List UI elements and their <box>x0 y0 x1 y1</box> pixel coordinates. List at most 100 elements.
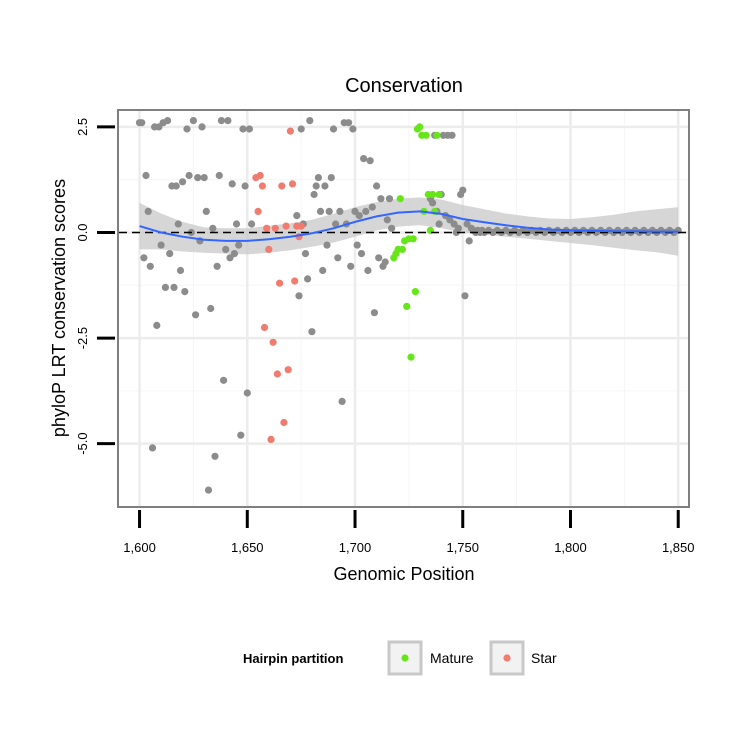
legend-label-star: Star <box>531 650 557 666</box>
data-point <box>235 241 243 249</box>
data-point <box>362 207 370 215</box>
data-point <box>217 117 225 125</box>
data-point <box>164 117 172 125</box>
data-point <box>403 302 411 310</box>
data-point <box>280 418 288 427</box>
data-point <box>286 127 294 135</box>
data-point <box>461 292 469 300</box>
data-point <box>448 131 456 139</box>
data-point <box>278 182 286 190</box>
data-point <box>314 174 322 182</box>
y-axis-title: phyloP LRT conservation scores <box>49 179 69 437</box>
data-point <box>189 117 197 125</box>
data-point <box>383 216 391 224</box>
data-point <box>174 220 182 228</box>
data-point <box>353 241 361 249</box>
x-axis-title: Genomic Position <box>333 564 474 584</box>
data-point <box>396 195 404 203</box>
data-point <box>301 250 310 258</box>
data-point <box>429 190 437 199</box>
legend-key-mature <box>401 654 409 662</box>
legend-title: Hairpin partition <box>243 651 343 666</box>
data-point <box>459 186 467 194</box>
data-point <box>144 207 152 215</box>
data-point <box>263 224 271 232</box>
data-point <box>198 123 206 131</box>
data-point <box>411 288 419 296</box>
data-point <box>409 235 417 243</box>
data-point <box>345 119 353 127</box>
data-point <box>161 283 169 291</box>
data-point <box>435 190 443 199</box>
data-point <box>355 212 363 220</box>
data-point <box>209 224 217 232</box>
data-point <box>377 195 385 203</box>
data-point <box>213 262 221 270</box>
data-point <box>321 182 329 190</box>
data-point <box>388 224 396 232</box>
series-star <box>252 127 305 443</box>
data-point <box>347 262 355 270</box>
data-point <box>381 258 389 266</box>
data-point <box>176 266 185 275</box>
data-point <box>172 182 180 190</box>
data-point <box>200 174 208 182</box>
data-point <box>366 157 374 165</box>
gridlines <box>119 111 688 506</box>
data-point <box>338 397 346 405</box>
data-point <box>349 125 357 133</box>
data-point <box>157 241 165 249</box>
data-point <box>329 125 338 133</box>
data-point <box>140 254 148 262</box>
data-point <box>454 224 462 232</box>
data-point <box>416 123 424 131</box>
data-point <box>282 222 290 230</box>
series-mature <box>390 123 443 361</box>
data-point <box>325 207 333 215</box>
y-tick-label: 2.5 <box>75 118 90 136</box>
data-point <box>323 241 331 249</box>
data-point <box>256 171 264 180</box>
data-point <box>194 174 202 182</box>
x-tick-label: 1,750 <box>446 540 479 555</box>
data-point <box>254 207 262 215</box>
data-point <box>373 182 381 190</box>
data-point <box>142 171 150 180</box>
data-point <box>297 125 305 133</box>
data-point <box>185 171 193 180</box>
data-point <box>202 207 210 215</box>
plot-panel-border <box>117 109 690 508</box>
data-point <box>308 328 316 336</box>
data-point <box>370 309 378 317</box>
data-point <box>232 220 241 228</box>
data-point <box>357 250 366 258</box>
data-point <box>336 207 344 215</box>
data-point <box>327 174 335 182</box>
legend-key-star <box>503 654 511 662</box>
data-point <box>273 370 281 378</box>
data-point <box>368 203 376 211</box>
data-point <box>265 245 273 253</box>
data-point <box>271 224 279 232</box>
data-point <box>258 182 266 190</box>
data-point <box>319 266 327 275</box>
data-point <box>433 131 441 139</box>
data-point <box>332 220 340 228</box>
legend-item-mature: Mature <box>387 640 474 676</box>
data-point <box>224 117 232 125</box>
data-point <box>207 304 215 313</box>
data-point <box>222 245 230 253</box>
y-axis: -5.0 -2.5 0.0 2.5 <box>75 118 115 455</box>
data-point <box>334 254 342 262</box>
data-point <box>435 220 443 228</box>
data-point <box>267 435 275 443</box>
x-tick-label: 1,650 <box>231 540 264 555</box>
x-tick-label: 1,700 <box>339 540 372 555</box>
legend-key-box <box>387 640 423 676</box>
data-point <box>465 237 473 245</box>
data-point <box>181 288 189 296</box>
smooth-trend-line <box>139 210 679 242</box>
y-tick-label: -2.5 <box>75 327 90 349</box>
data-point <box>310 190 318 199</box>
data-point <box>179 178 187 186</box>
